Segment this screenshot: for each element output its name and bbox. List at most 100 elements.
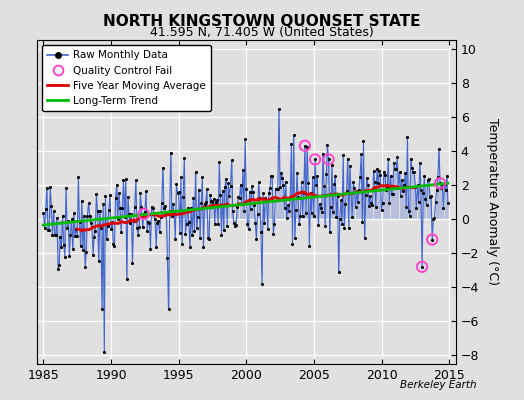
Point	[138, 224, 147, 231]
Point	[275, 106, 283, 112]
Point	[393, 154, 401, 160]
Point	[376, 172, 385, 178]
Point	[103, 222, 112, 229]
Point	[438, 181, 446, 188]
Point	[132, 177, 140, 183]
Point	[149, 204, 157, 211]
Point	[321, 223, 330, 229]
Point	[147, 204, 156, 210]
Point	[406, 213, 414, 219]
Point	[316, 204, 325, 211]
Point	[83, 212, 92, 219]
Point	[50, 232, 59, 238]
Point	[212, 198, 220, 205]
Point	[271, 186, 280, 192]
Point	[178, 241, 186, 247]
Point	[84, 200, 93, 206]
Point	[235, 195, 244, 201]
Point	[326, 204, 335, 210]
Point	[194, 214, 202, 220]
Point	[73, 233, 81, 239]
Point	[226, 183, 235, 189]
Point	[372, 204, 380, 210]
Point	[270, 220, 279, 227]
Point	[158, 200, 166, 206]
Point	[153, 220, 161, 226]
Point	[392, 166, 400, 172]
Point	[337, 197, 345, 204]
Point	[277, 170, 286, 176]
Point	[162, 211, 170, 217]
Point	[60, 242, 68, 248]
Point	[311, 156, 319, 162]
Point	[192, 225, 201, 231]
Point	[385, 200, 394, 207]
Point	[346, 162, 354, 169]
Point	[189, 195, 198, 202]
Point	[365, 203, 373, 210]
Point	[399, 188, 407, 194]
Point	[292, 207, 300, 214]
Point	[356, 173, 364, 180]
Point	[422, 202, 431, 208]
Point	[196, 235, 204, 242]
Point	[263, 197, 271, 204]
Point	[265, 190, 273, 196]
Point	[214, 221, 222, 227]
Point	[78, 198, 86, 205]
Point	[424, 176, 433, 182]
Point	[126, 220, 134, 226]
Point	[368, 202, 377, 208]
Point	[331, 173, 340, 180]
Point	[54, 266, 62, 272]
Point	[377, 207, 386, 213]
Point	[72, 226, 80, 232]
Point	[309, 174, 317, 180]
Point	[110, 243, 118, 250]
Point	[437, 184, 445, 191]
Point	[128, 260, 137, 266]
Point	[347, 190, 355, 196]
Point	[293, 170, 301, 176]
Point	[65, 253, 73, 260]
Point	[378, 200, 387, 206]
Point	[161, 203, 169, 210]
Point	[94, 258, 103, 265]
Point	[333, 193, 342, 199]
Point	[441, 181, 449, 187]
Point	[41, 206, 50, 212]
Point	[157, 214, 165, 220]
Point	[68, 216, 76, 223]
Point	[142, 188, 150, 194]
Point	[185, 244, 194, 250]
Point	[116, 205, 124, 212]
Point	[419, 190, 428, 197]
Point	[267, 172, 275, 179]
Point	[198, 174, 206, 181]
Point	[402, 204, 410, 210]
Point	[417, 186, 425, 193]
Legend: Raw Monthly Data, Quality Control Fail, Five Year Moving Average, Long-Term Tren: Raw Monthly Data, Quality Control Fail, …	[42, 45, 211, 111]
Point	[421, 196, 430, 202]
Point	[81, 264, 89, 271]
Point	[280, 204, 289, 211]
Point	[254, 210, 262, 217]
Point	[113, 182, 121, 188]
Point	[434, 174, 442, 180]
Point	[313, 173, 321, 179]
Point	[387, 191, 396, 197]
Point	[167, 150, 175, 156]
Point	[42, 185, 51, 192]
Point	[137, 204, 146, 210]
Point	[99, 201, 107, 208]
Point	[82, 249, 91, 256]
Point	[329, 209, 337, 215]
Point	[58, 212, 67, 219]
Point	[53, 215, 61, 221]
Point	[428, 236, 436, 243]
Point	[341, 201, 350, 208]
Point	[74, 174, 83, 180]
Point	[115, 190, 123, 196]
Point	[69, 246, 77, 253]
Point	[199, 244, 208, 250]
